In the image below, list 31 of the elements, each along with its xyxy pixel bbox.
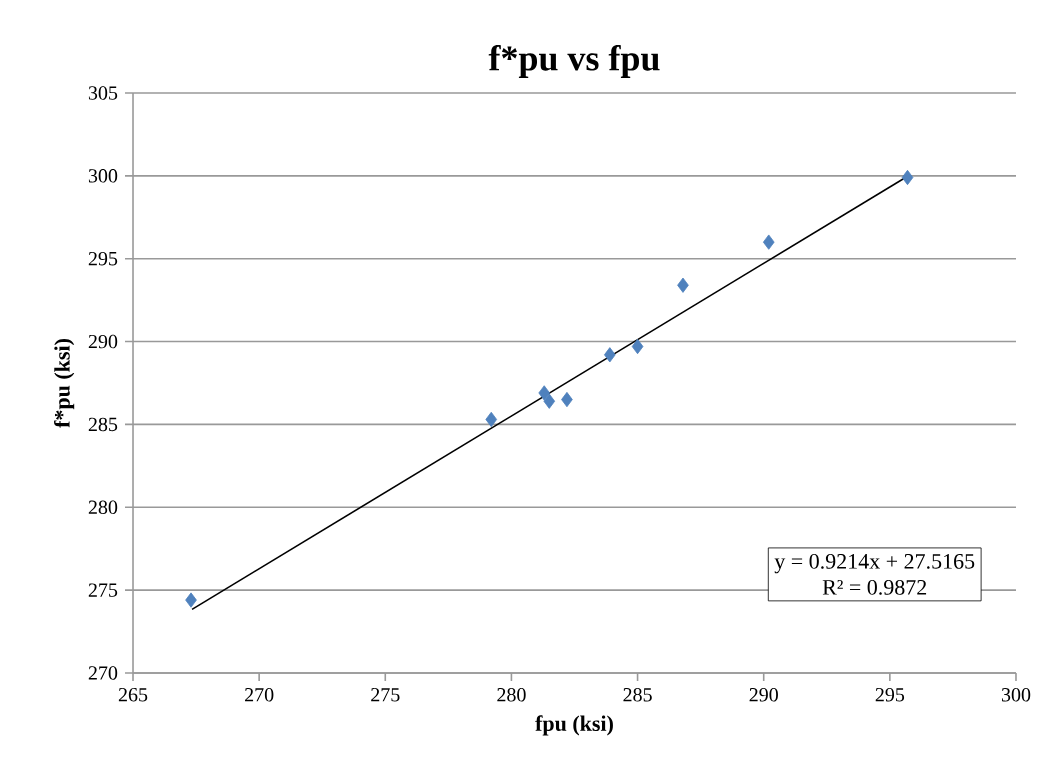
x-axis-title: fpu (ksi) <box>535 715 613 736</box>
point <box>604 347 616 363</box>
y-tick-label: 295 <box>88 251 118 266</box>
point <box>543 393 556 409</box>
x-tick-label: 300 <box>1001 688 1031 702</box>
x-tick-label: 285 <box>623 688 652 702</box>
point <box>901 169 914 186</box>
y-axis-title: f*pu (ksi) <box>54 339 75 428</box>
point <box>677 277 689 293</box>
point <box>631 338 644 355</box>
x-tick-label: 280 <box>497 688 526 702</box>
annotation: y = 0.9214x + 27.5165 <box>774 553 975 574</box>
y-tick-label: 290 <box>88 334 118 349</box>
point <box>762 234 775 250</box>
annotation: R² = 0.9872 <box>822 579 927 595</box>
point <box>538 385 551 401</box>
y-tick-label: 285 <box>88 417 118 432</box>
point <box>485 411 498 428</box>
y-tick-label: 300 <box>88 169 118 183</box>
y-tick-label: 280 <box>88 500 118 515</box>
y-tick-label: 275 <box>88 583 118 597</box>
x-tick-label: 275 <box>371 688 400 702</box>
x-tick-label: 290 <box>749 688 778 702</box>
point <box>185 592 197 608</box>
point <box>561 391 573 408</box>
chart-title: f*pu vs fpu <box>488 44 660 78</box>
x-tick-label: 295 <box>875 688 905 702</box>
y-tick-label: 305 <box>88 86 118 100</box>
x-tick-label: 270 <box>245 688 274 702</box>
x-tick-label: 265 <box>118 688 148 702</box>
y-tick-label: 270 <box>88 666 118 680</box>
